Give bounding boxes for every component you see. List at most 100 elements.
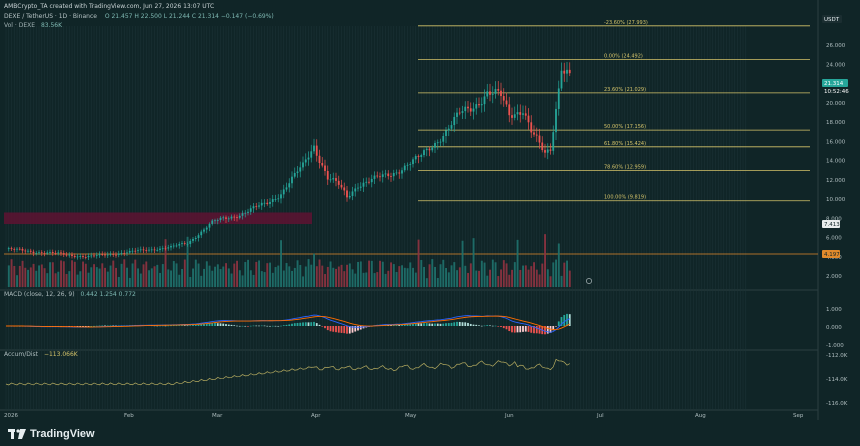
macd-histogram-bar bbox=[467, 322, 469, 326]
macd-histogram-bar bbox=[530, 326, 533, 333]
volume-bar bbox=[332, 267, 335, 287]
candle-body bbox=[54, 252, 57, 254]
macd-histogram-bar bbox=[489, 325, 491, 327]
candle-body bbox=[425, 148, 428, 151]
volume-bar bbox=[359, 261, 362, 287]
volume-bar bbox=[194, 259, 197, 287]
macd-histogram-bar bbox=[480, 325, 483, 327]
currency-badge-bg bbox=[822, 15, 842, 23]
volume-bar bbox=[38, 265, 40, 287]
fib-level-label: -23.60% (27.993) bbox=[604, 20, 648, 26]
volume-bar bbox=[412, 267, 414, 287]
volume-bar bbox=[417, 239, 420, 287]
macd-histogram-bar bbox=[568, 314, 571, 326]
candle-body bbox=[544, 150, 546, 153]
volume-bar bbox=[461, 240, 464, 287]
candle-body bbox=[156, 249, 159, 251]
candle-body bbox=[423, 150, 425, 156]
macd-histogram-bar bbox=[93, 325, 95, 327]
volume-bar bbox=[161, 264, 164, 287]
candle-body bbox=[236, 217, 238, 218]
macd-histogram-bar bbox=[274, 325, 277, 327]
fib-level-label: 61.80% (15.424) bbox=[604, 141, 646, 147]
candle-body bbox=[502, 96, 505, 101]
macd-tick-label: 1.000 bbox=[826, 307, 842, 313]
volume-bar bbox=[502, 260, 505, 287]
candle-body bbox=[348, 195, 351, 198]
candle-body bbox=[233, 216, 236, 218]
candle-body bbox=[205, 227, 208, 230]
candle-body bbox=[164, 248, 167, 250]
candle-body bbox=[252, 206, 255, 209]
macd-histogram-bar bbox=[398, 324, 401, 326]
macd-label: MACD (close, 12, 26, 9) bbox=[4, 291, 75, 298]
candle-body bbox=[106, 254, 109, 256]
volume-bar bbox=[403, 267, 406, 287]
macd-histogram-bar bbox=[203, 323, 205, 326]
volume-bar bbox=[263, 272, 266, 287]
tradingview-logo[interactable]: TradingView bbox=[8, 428, 95, 440]
candle-body bbox=[249, 208, 252, 212]
macd-histogram-bar bbox=[557, 321, 560, 326]
macd-histogram-bar bbox=[247, 326, 249, 327]
macd-histogram-bar bbox=[535, 326, 538, 334]
candle-body bbox=[203, 229, 205, 232]
volume-bar bbox=[123, 259, 126, 287]
volume-bar bbox=[62, 261, 65, 287]
candle-body bbox=[183, 243, 186, 245]
candle-body bbox=[533, 132, 535, 135]
candle-body bbox=[359, 186, 362, 188]
candle-body bbox=[170, 246, 172, 248]
candle-body bbox=[434, 142, 436, 148]
volume-bar bbox=[384, 273, 387, 287]
candle-body bbox=[431, 147, 434, 151]
candle-body bbox=[40, 252, 43, 254]
macd-histogram-bar bbox=[500, 326, 502, 327]
demand-zone bbox=[4, 212, 312, 225]
volume-bar bbox=[167, 269, 170, 287]
volume-bar bbox=[106, 271, 109, 287]
price-tick-label: 12.000 bbox=[826, 178, 846, 184]
macd-histogram-bar bbox=[236, 325, 238, 327]
candle-body bbox=[436, 142, 439, 144]
candle-body bbox=[535, 134, 538, 136]
candle-body bbox=[508, 104, 511, 116]
candle-body bbox=[87, 255, 90, 258]
candle-body bbox=[365, 181, 368, 183]
macd-histogram-bar bbox=[533, 326, 535, 334]
candle-body bbox=[450, 125, 453, 129]
candle-body bbox=[49, 252, 51, 253]
candle-body bbox=[32, 251, 35, 254]
volume-bar bbox=[159, 272, 161, 287]
brand-name: TradingView bbox=[30, 428, 95, 440]
candle-body bbox=[167, 247, 170, 249]
x-axis-label: May bbox=[405, 413, 417, 419]
candle-body bbox=[447, 128, 450, 131]
volume-bar bbox=[313, 253, 315, 287]
candle-body bbox=[285, 187, 288, 190]
candle-body bbox=[101, 254, 104, 256]
volume-bar bbox=[65, 273, 68, 287]
candle-body bbox=[346, 190, 348, 198]
candle-body bbox=[38, 252, 40, 254]
volume-bar bbox=[175, 263, 178, 287]
volume-bar bbox=[18, 265, 21, 287]
price-tick-label: 10.000 bbox=[826, 197, 846, 203]
price-tick-label: 8.000 bbox=[826, 216, 842, 222]
volume-bar bbox=[337, 266, 340, 287]
macd-histogram-bar bbox=[450, 322, 453, 326]
last-price-badge-bg bbox=[822, 79, 848, 87]
candle-body bbox=[414, 156, 417, 160]
macd-histogram-bar bbox=[461, 322, 464, 326]
volume-bar bbox=[49, 262, 51, 287]
price-tick-label: 24.000 bbox=[826, 62, 846, 68]
macd-histogram-bar bbox=[436, 323, 439, 326]
candle-body bbox=[244, 212, 247, 214]
candle-body bbox=[159, 248, 161, 250]
volume-bar bbox=[282, 270, 285, 287]
volume-label: Vol · DEXE bbox=[4, 22, 36, 29]
volume-bar bbox=[293, 267, 296, 287]
macd-histogram-bar bbox=[222, 323, 225, 326]
price-tick-label: 18.000 bbox=[826, 120, 846, 126]
